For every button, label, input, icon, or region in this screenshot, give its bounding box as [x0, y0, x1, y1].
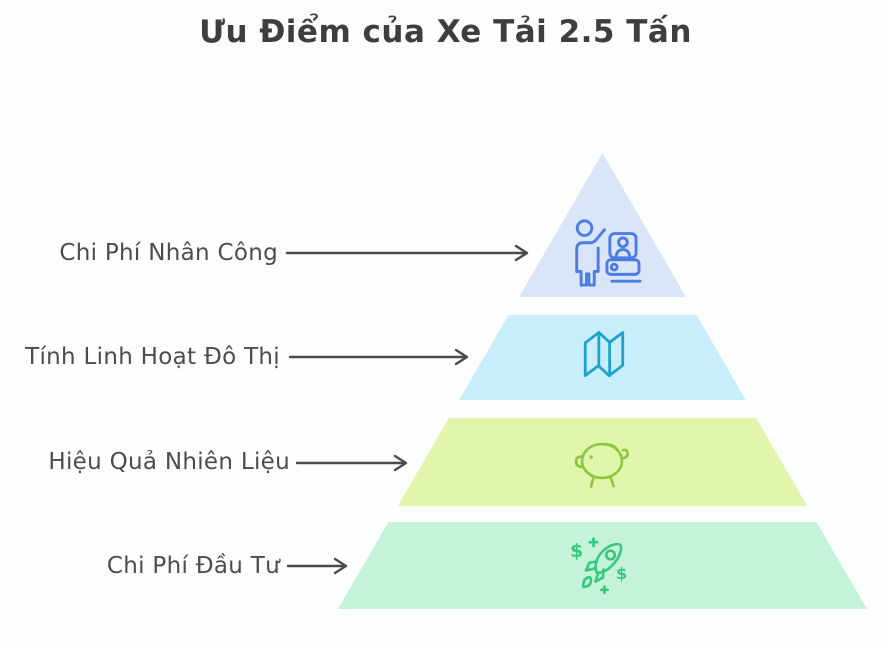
label-investment-cost: Chi Phí Đầu Tư	[106, 553, 280, 579]
rocket-dollar-icon: $ $	[570, 537, 627, 595]
label-labor-cost: Chi Phí Nhân Công	[59, 240, 278, 266]
arrow-to-level-1-icon	[285, 244, 529, 262]
arrow-to-level-3-icon	[295, 454, 408, 472]
hailing-driver-icon	[575, 219, 642, 287]
pyramid-level-1	[519, 153, 686, 297]
pyramid-level-2	[459, 315, 746, 400]
folded-map-icon	[583, 331, 625, 378]
pyramid-level-3	[397, 418, 808, 506]
label-urban-flexibility: Tính Linh Hoạt Đô Thị	[25, 344, 280, 370]
pyramid-level-4: $ $	[338, 522, 867, 609]
arrow-to-level-2-icon	[288, 348, 469, 366]
arrow-to-level-4-icon	[286, 557, 348, 575]
label-fuel-efficiency: Hiệu Quả Nhiên Liệu	[48, 449, 290, 475]
svg-text:$: $	[616, 564, 627, 583]
svg-text:$: $	[570, 540, 583, 562]
page-title: Ưu Điểm của Xe Tải 2.5 Tấn	[199, 14, 692, 50]
piggy-bank-icon	[574, 442, 629, 488]
